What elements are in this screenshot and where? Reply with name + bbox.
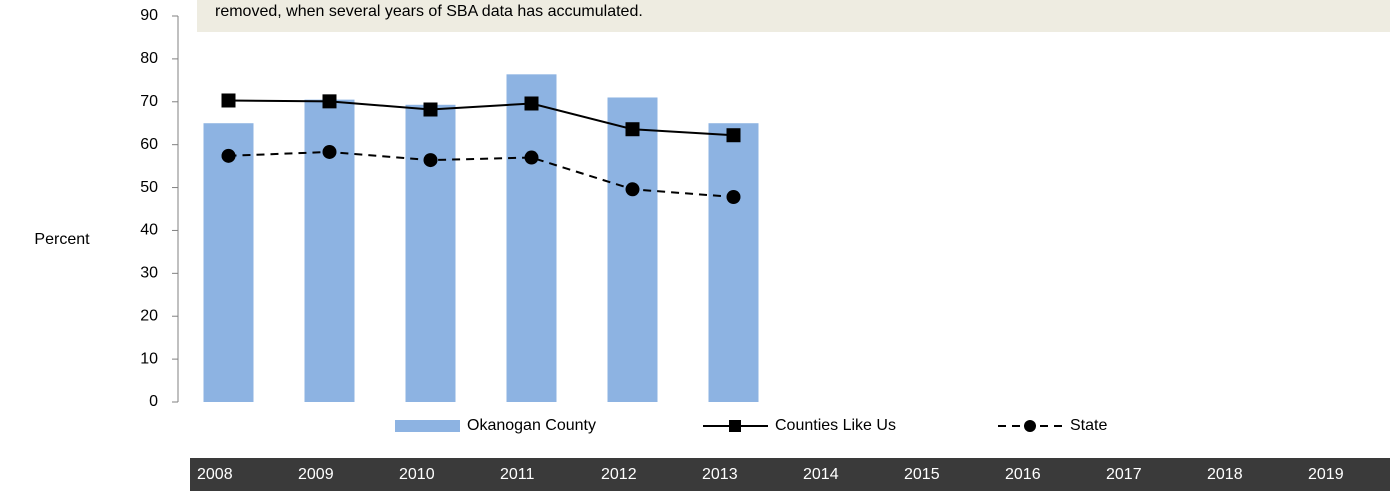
legend-label: State [1070, 417, 1107, 434]
legend-marker [1024, 420, 1036, 432]
y-tick-label: 0 [149, 393, 158, 410]
line [228, 150, 734, 198]
bar [405, 104, 456, 402]
marker [221, 148, 236, 163]
y-tick-label: 70 [140, 93, 158, 110]
legend-label: Okanogan County [467, 417, 596, 434]
x-tick-label: 2009 [298, 466, 334, 483]
y-tick-label: 90 [140, 7, 158, 24]
y-tick-label: 10 [140, 350, 158, 367]
bar [708, 123, 759, 402]
x-tick-label: 2013 [702, 466, 738, 483]
x-tick-label: 2018 [1207, 466, 1243, 483]
marker [524, 150, 539, 165]
marker [423, 102, 438, 117]
x-tick-label: 2017 [1106, 466, 1142, 483]
x-tick-label: 2011 [500, 466, 535, 483]
x-tick-label: 2015 [904, 466, 940, 483]
x-tick-label: 2010 [399, 466, 435, 483]
x-tick-label: 2008 [197, 466, 233, 483]
marker [221, 93, 236, 108]
y-axis-label: Percent [34, 231, 90, 248]
bar [203, 123, 254, 402]
x-tick-label: 2012 [601, 466, 637, 483]
bar [607, 97, 658, 402]
x-tick-label: 2019 [1308, 466, 1344, 483]
marker [726, 128, 741, 143]
y-tick-label: 60 [140, 136, 158, 153]
y-tick-label: 50 [140, 179, 158, 196]
legend-marker [729, 420, 741, 432]
marker [322, 144, 337, 159]
year-strip [190, 458, 1390, 491]
legend-label: Counties Like Us [775, 417, 896, 434]
marker [524, 96, 539, 111]
marker [322, 94, 337, 109]
bar [506, 74, 557, 402]
x-tick-label: 2014 [803, 466, 839, 483]
legend-swatch [395, 420, 460, 432]
line [228, 99, 734, 137]
x-tick-label: 2016 [1005, 466, 1041, 483]
annotation: removed, when several years of SBA data … [215, 3, 643, 20]
marker [726, 189, 741, 204]
marker [625, 122, 640, 137]
marker [423, 153, 438, 168]
y-tick-label: 40 [140, 222, 158, 239]
annotation-box [197, 0, 1390, 32]
y-tick-label: 20 [140, 307, 158, 324]
y-tick-label: 30 [140, 265, 158, 282]
marker [625, 182, 640, 197]
y-tick-label: 80 [140, 50, 158, 67]
